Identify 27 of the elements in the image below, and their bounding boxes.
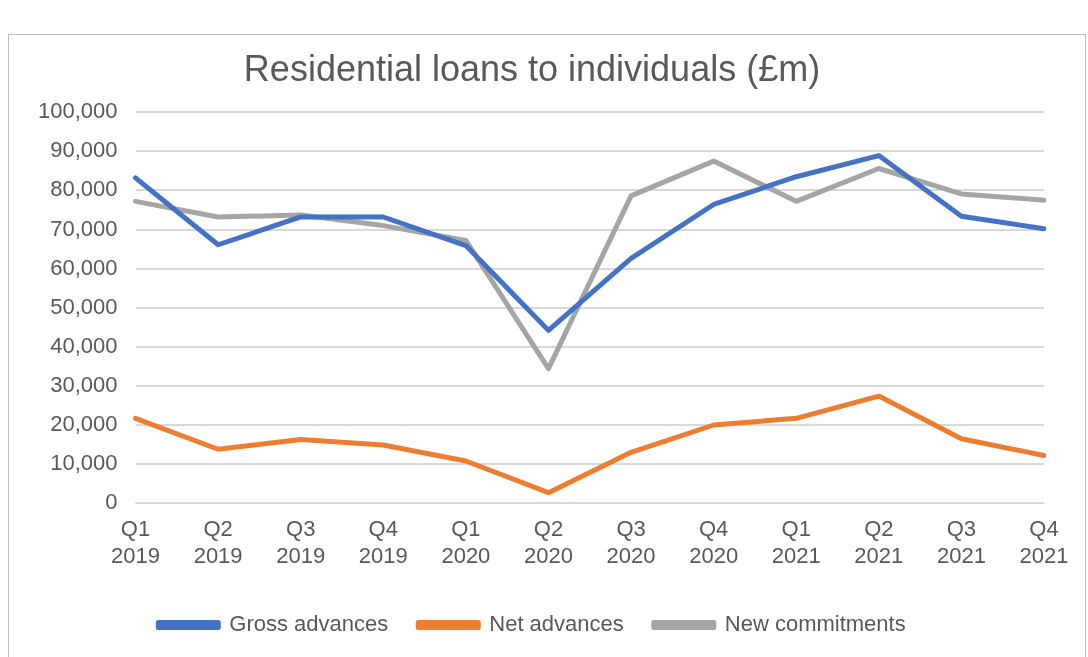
x-tick-label: Q1 2019 [111,516,160,568]
y-tick-label: 30,000 [50,371,118,397]
x-tick-label: Q3 2021 [936,516,986,568]
x-tick-label: Q2 2021 [854,516,904,568]
y-tick-label: 90,000 [50,137,118,163]
y-tick-label: 100,000 [37,98,118,124]
x-tick-label: Q4 2019 [358,516,408,568]
y-tick-label: 50,000 [50,293,118,319]
legend-label: Gross advances [229,611,389,637]
x-tick-label: Q4 2021 [1019,516,1069,568]
y-tick-label: 40,000 [50,332,118,358]
y-tick-label: 70,000 [50,215,118,241]
y-tick-label: 60,000 [50,254,118,280]
y-tick-label: 0 [105,489,118,515]
legend-label: Net advances [489,611,624,637]
chart-title: Residential loans to individuals (£m) [243,47,821,89]
x-tick-label: Q3 2019 [276,516,326,568]
x-tick-label: Q1 2020 [441,516,491,568]
y-tick-label: 10,000 [50,450,118,476]
x-tick-label: Q4 2020 [689,516,739,568]
x-tick-label: Q2 2020 [523,516,573,568]
x-tick-label: Q1 2021 [771,516,821,568]
x-tick-label: Q3 2020 [606,516,656,568]
legend-label: New commitments [724,611,906,637]
x-tick-label: Q2 2019 [193,516,243,568]
y-tick-label: 80,000 [50,176,118,202]
y-tick-label: 20,000 [50,411,118,437]
